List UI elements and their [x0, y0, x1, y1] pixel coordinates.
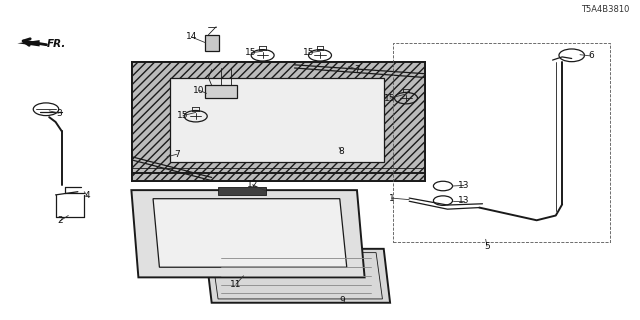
Text: 7: 7	[354, 65, 360, 74]
Text: 15: 15	[385, 94, 396, 103]
Text: 3: 3	[56, 108, 61, 117]
Text: 15: 15	[177, 111, 189, 120]
Polygon shape	[153, 199, 347, 267]
Text: 4: 4	[84, 191, 90, 200]
Text: 10: 10	[193, 86, 205, 95]
Text: 13: 13	[458, 181, 470, 190]
Text: 15: 15	[303, 48, 314, 57]
Text: T5A4B3810: T5A4B3810	[580, 5, 629, 14]
Polygon shape	[17, 40, 40, 46]
Polygon shape	[132, 62, 425, 180]
Text: 5: 5	[484, 242, 490, 251]
Text: 13: 13	[458, 196, 470, 205]
Polygon shape	[218, 187, 266, 195]
Text: 6: 6	[588, 52, 594, 60]
Polygon shape	[131, 190, 365, 277]
Polygon shape	[205, 249, 390, 303]
Text: 2: 2	[57, 216, 63, 225]
Text: 8: 8	[338, 147, 344, 156]
Text: 7: 7	[173, 150, 179, 159]
Text: 12: 12	[247, 180, 258, 189]
Text: 1: 1	[388, 194, 394, 203]
Bar	[205, 85, 237, 98]
Text: 15: 15	[245, 48, 257, 57]
Bar	[205, 35, 220, 51]
Polygon shape	[132, 62, 425, 180]
Text: FR.: FR.	[47, 39, 67, 49]
Text: 9: 9	[339, 296, 345, 305]
Polygon shape	[170, 77, 384, 162]
Text: 11: 11	[230, 280, 242, 289]
Text: 14: 14	[186, 32, 197, 41]
